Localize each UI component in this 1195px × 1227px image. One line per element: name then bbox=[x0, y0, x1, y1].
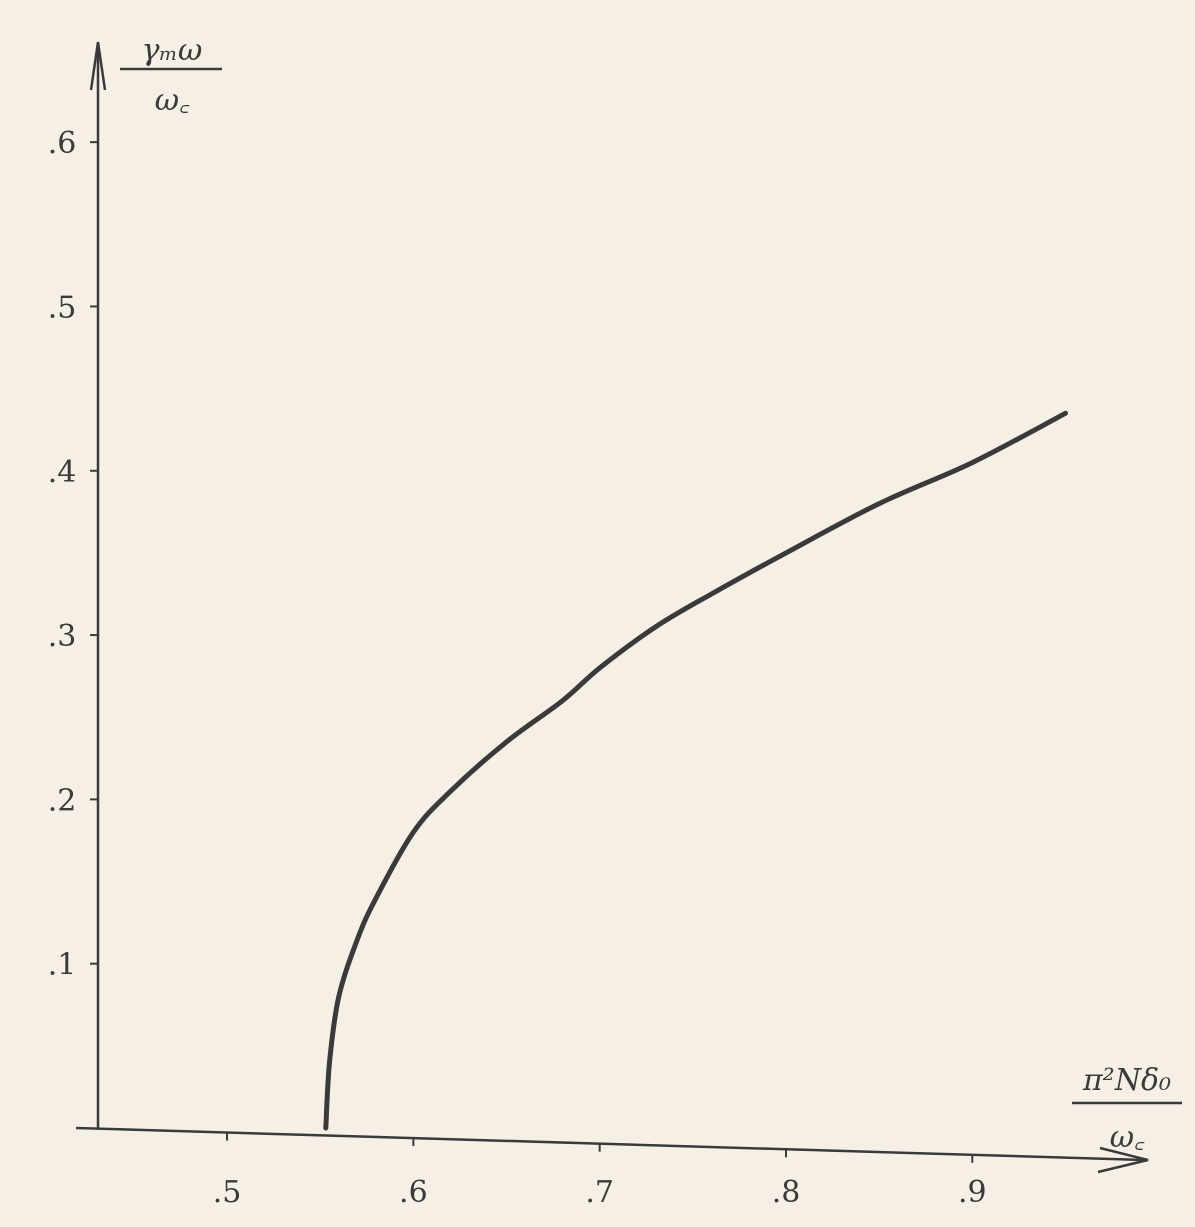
x-tick-label: .7 bbox=[585, 1175, 614, 1210]
x-axis-arrow bbox=[1097, 1146, 1149, 1174]
y-axis-label-denominator: ω꜀ bbox=[155, 83, 190, 118]
x-axis-line bbox=[75, 1126, 1146, 1162]
x-axis-label-numerator: π²Nδ₀ bbox=[1082, 1063, 1171, 1098]
y-tick-label: .2 bbox=[48, 783, 77, 818]
y-axis-arrow bbox=[89, 41, 107, 91]
x-tick-label: .5 bbox=[213, 1175, 242, 1210]
y-tick-label: .5 bbox=[48, 290, 77, 325]
y-axis-label-numerator: γₘω bbox=[142, 33, 203, 68]
x-tick-label: .6 bbox=[399, 1175, 428, 1210]
x-tick-label: .9 bbox=[958, 1175, 987, 1210]
y-tick-label: .3 bbox=[48, 619, 77, 654]
x-tick-label: .8 bbox=[772, 1175, 801, 1210]
data-curve bbox=[323, 410, 1068, 1131]
y-tick-label: .4 bbox=[48, 455, 77, 490]
y-tick-label: .6 bbox=[48, 126, 77, 161]
y-tick-label: .1 bbox=[48, 948, 77, 983]
x-axis-label-denominator: ω꜀ bbox=[1110, 1120, 1145, 1155]
